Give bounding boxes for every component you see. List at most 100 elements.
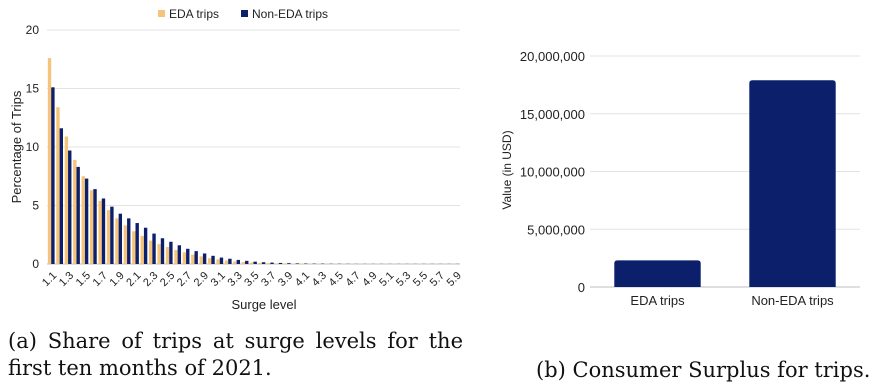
bar-eda (224, 260, 229, 264)
bar-eda (266, 263, 271, 264)
bar-non-eda (261, 262, 266, 264)
bar-non-eda (177, 245, 182, 264)
chart-b-x-tick: EDA trips (630, 293, 685, 308)
bar-non-eda (127, 218, 131, 264)
caption-a-line1: (a) Share of trips at surge levels for t… (8, 329, 463, 353)
bar-eda (47, 58, 52, 264)
bar-non-eda (93, 189, 97, 264)
bar-eda (106, 210, 111, 264)
bar-non-eda (749, 80, 836, 287)
chart-a-x-tick: 4.1 (293, 270, 312, 289)
chart-a-y-tick: 20 (26, 23, 40, 37)
bar-eda (56, 107, 60, 264)
bar-non-eda (219, 257, 224, 264)
bar-non-eda (152, 233, 156, 264)
legend-swatch-non-eda (241, 10, 248, 17)
chart-a-x-tick: 3.3 (225, 270, 244, 289)
bar-eda (73, 159, 77, 264)
chart-a-x-tick: 5.7 (428, 270, 447, 289)
bar-non-eda (236, 259, 241, 264)
bar-non-eda (278, 262, 283, 264)
bar-non-eda (245, 260, 249, 264)
bar-eda (199, 256, 203, 264)
bar-eda (216, 259, 220, 264)
bar-non-eda (287, 263, 291, 264)
chart-b-y-axis-label: Value (in USD) (500, 130, 514, 209)
bar-eda (283, 263, 288, 264)
caption-a: (a) Share of trips at surge levels for t… (8, 328, 463, 382)
chart-b-y-tick: 20,000,000 (520, 49, 585, 64)
bar-non-eda (68, 150, 72, 264)
chart-b-y-tick: 15,000,000 (520, 107, 585, 122)
legend-swatch-eda (158, 10, 165, 17)
bar-non-eda (101, 198, 106, 264)
bar-non-eda (194, 251, 198, 264)
bar-eda (81, 176, 85, 264)
bar-non-eda (118, 213, 123, 264)
bar-eda (98, 200, 102, 264)
chart-a-y-axis-label: Percentage of Trips (9, 90, 24, 203)
bar-non-eda (59, 128, 64, 264)
bar-non-eda (135, 223, 139, 264)
chart-a-y-tick: 15 (26, 82, 40, 96)
chart-b-y-tick: 5,000,000 (527, 222, 585, 237)
chart-b-y-tick: 10,000,000 (520, 165, 585, 180)
chart-a-x-tick: 1.7 (91, 270, 110, 289)
caption-a-line2: first ten months of 2021. (8, 356, 272, 380)
bar-eda (241, 262, 246, 264)
chart-a-x-tick: 4.5 (327, 270, 346, 289)
chart-b-y-tick: 0 (578, 280, 585, 295)
chart-a-y-tick: 10 (26, 140, 40, 154)
consumer-surplus-chart: 0 5,000,000 10,000,000 15,000,000 20,000,000… (500, 49, 860, 308)
bar-non-eda (110, 206, 114, 264)
chart-b-bars (614, 80, 836, 287)
chart-a-x-tick: 2.9 (192, 270, 211, 289)
chart-a-y-tick-labels: 0 5 10 15 20 (26, 23, 40, 271)
bar-eda (207, 258, 212, 264)
bar-eda (191, 254, 195, 264)
bar-eda (250, 262, 254, 264)
bar-non-eda (202, 253, 207, 264)
chart-a-x-tick: 3.9 (276, 270, 295, 289)
chart-a-x-tick: 5.1 (377, 270, 396, 289)
caption-b: (b) Consumer Surplus for trips. (536, 358, 871, 382)
chart-a-x-tick: 2.3 (141, 270, 160, 289)
chart-a-y-tick: 0 (32, 257, 39, 271)
chart-a-legend: EDA trips Non-EDA trips (158, 7, 328, 21)
bar-eda (115, 218, 119, 264)
chart-a-x-tick: 4.7 (343, 270, 362, 289)
bar-non-eda (169, 241, 173, 264)
chart-a-x-tick: 4.9 (360, 270, 379, 289)
chart-a-x-tick: 4.3 (310, 270, 329, 289)
bar-non-eda (76, 166, 80, 264)
chart-a-y-tick: 5 (32, 199, 39, 213)
bar-eda (123, 225, 128, 264)
chart-a-x-tick: 1.3 (57, 270, 76, 289)
chart-a-x-tick: 3.7 (259, 270, 278, 289)
bar-eda (174, 249, 178, 264)
chart-a-x-axis-label: Surge level (231, 297, 296, 312)
bar-eda (140, 235, 144, 264)
bar-non-eda (228, 258, 232, 264)
bar-eda (258, 262, 262, 264)
bar-eda (64, 136, 69, 264)
chart-a-x-tick-labels: 1.11.31.51.71.92.12.32.52.72.93.13.33.53… (40, 270, 464, 289)
chart-a-x-tick: 2.5 (158, 270, 177, 289)
chart-b-x-tick: Non-EDA trips (751, 293, 834, 308)
bar-eda (148, 240, 153, 264)
chart-a-x-tick: 1.1 (40, 270, 59, 289)
bar-eda (132, 231, 136, 264)
chart-a-x-tick: 1.5 (74, 270, 93, 289)
bar-eda (233, 261, 237, 264)
chart-a-x-tick: 1.9 (107, 270, 126, 289)
bar-eda (275, 263, 279, 264)
bar-non-eda (186, 248, 190, 264)
bar-non-eda (84, 178, 89, 264)
bar-non-eda (211, 255, 215, 264)
chart-a-x-tick: 5.9 (445, 270, 464, 289)
bar-eda (165, 247, 170, 264)
chart-a-x-tick: 5.3 (394, 270, 413, 289)
chart-b-y-tick-labels: 0 5,000,000 10,000,000 15,000,000 20,000,000 (520, 49, 585, 295)
legend-label-eda: EDA trips (169, 7, 219, 21)
